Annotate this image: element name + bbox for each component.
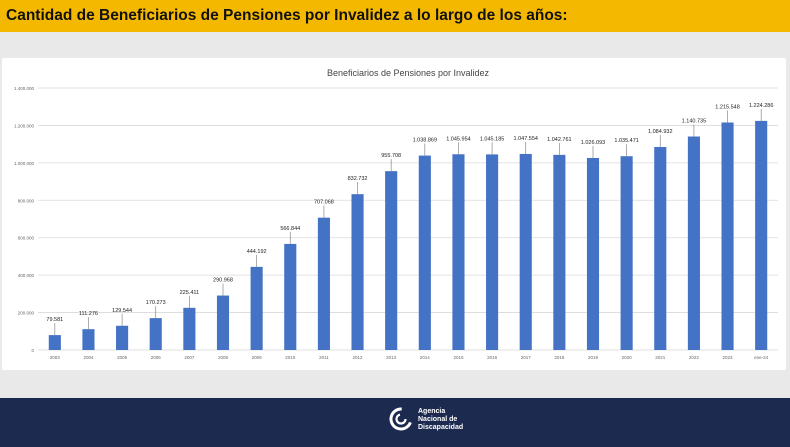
footer-bar xyxy=(0,398,790,447)
bar xyxy=(116,325,129,350)
data-label: 1.035.471 xyxy=(614,138,638,144)
data-label: 129.544 xyxy=(112,308,132,314)
y-tick-label: 1.200.000 xyxy=(14,123,35,128)
x-tick-label: 2022 xyxy=(689,355,700,360)
bar xyxy=(317,217,330,350)
data-label: 1.042.761 xyxy=(547,137,571,143)
bar xyxy=(183,307,196,350)
bar xyxy=(284,243,297,350)
data-label: 832.732 xyxy=(348,176,368,182)
logo-line: Agencia xyxy=(418,408,446,415)
bar xyxy=(586,157,600,350)
x-tick-label: 2003 xyxy=(50,355,61,360)
bar xyxy=(351,194,364,350)
data-label: 1.047.554 xyxy=(513,136,537,142)
data-label: 79.581 xyxy=(46,317,63,323)
x-tick-label: ene-24 xyxy=(754,355,769,360)
x-tick-label: 2018 xyxy=(554,355,565,360)
bar xyxy=(149,318,162,350)
page-title: Cantidad de Beneficiarios de Pensiones p… xyxy=(6,7,568,24)
x-tick-label: 2010 xyxy=(285,355,296,360)
bar xyxy=(82,329,95,350)
logo-line: Nacional de xyxy=(418,416,458,423)
data-label: 225.411 xyxy=(180,290,199,296)
bar xyxy=(755,120,768,350)
x-tick-label: 2017 xyxy=(521,355,532,360)
x-tick-label: 2019 xyxy=(588,355,599,360)
data-label: 1.038.869 xyxy=(413,138,437,144)
data-label: 444.192 xyxy=(247,249,267,255)
bar xyxy=(654,146,667,350)
x-tick-label: 2013 xyxy=(386,355,397,360)
bar xyxy=(553,154,566,350)
agency-logo-text: Agencia Nacional de Discapacidad xyxy=(418,408,463,432)
data-label: 955.708 xyxy=(381,153,401,159)
y-tick-label: 400.000 xyxy=(18,273,35,278)
x-tick-label: 2015 xyxy=(453,355,464,360)
x-tick-label: 2014 xyxy=(420,355,431,360)
logo-line: Discapacidad xyxy=(418,424,464,431)
x-tick-label: 2004 xyxy=(83,355,94,360)
chart-title: Beneficiarios de Pensiones por Invalidez xyxy=(327,68,490,78)
x-tick-label: 2011 xyxy=(319,355,329,360)
bar xyxy=(250,266,263,350)
data-label: 1.045.954 xyxy=(446,136,470,142)
y-tick-label: 200.000 xyxy=(18,311,35,316)
bar xyxy=(216,295,230,350)
data-label: 290.968 xyxy=(213,278,233,284)
bar xyxy=(519,153,532,350)
y-tick-label: 600.000 xyxy=(18,236,35,241)
data-label: 1.224.286 xyxy=(749,103,773,109)
data-label: 1.045.185 xyxy=(480,136,504,142)
agency-logo-icon xyxy=(389,407,413,431)
bar xyxy=(721,122,734,350)
bar xyxy=(48,335,61,350)
y-tick-label: 1.400.000 xyxy=(14,86,35,91)
x-tick-label: 2023 xyxy=(723,355,734,360)
data-label: 1.140.735 xyxy=(682,119,706,125)
bar xyxy=(385,171,398,350)
data-label: 707.068 xyxy=(314,200,334,206)
y-tick-label: 0 xyxy=(31,348,34,353)
bar-chart: Beneficiarios de Pensiones por Invalidez… xyxy=(14,68,778,360)
header-banner: Cantidad de Beneficiarios de Pensiones p… xyxy=(0,0,790,32)
data-label: 1.084.932 xyxy=(648,129,672,135)
bar xyxy=(620,156,633,350)
x-tick-label: 2007 xyxy=(184,355,195,360)
x-tick-label: 2012 xyxy=(353,355,364,360)
bar xyxy=(687,136,700,350)
data-label: 1.215.548 xyxy=(715,105,739,111)
bar xyxy=(486,154,499,350)
bar xyxy=(418,155,431,350)
bar xyxy=(452,154,465,350)
y-tick-label: 800.000 xyxy=(18,198,35,203)
x-tick-label: 2006 xyxy=(151,355,162,360)
x-tick-label: 2016 xyxy=(487,355,498,360)
y-tick-label: 1.000.000 xyxy=(14,161,35,166)
data-label: 1.026.093 xyxy=(581,140,605,146)
data-label: 111.276 xyxy=(79,311,98,317)
data-label: 566.844 xyxy=(280,226,300,232)
data-label: 170.273 xyxy=(146,300,166,306)
x-tick-label: 2021 xyxy=(655,355,666,360)
x-tick-label: 2005 xyxy=(117,355,128,360)
x-tick-label: 2009 xyxy=(252,355,263,360)
x-tick-label: 2008 xyxy=(218,355,229,360)
x-tick-label: 2020 xyxy=(622,355,633,360)
